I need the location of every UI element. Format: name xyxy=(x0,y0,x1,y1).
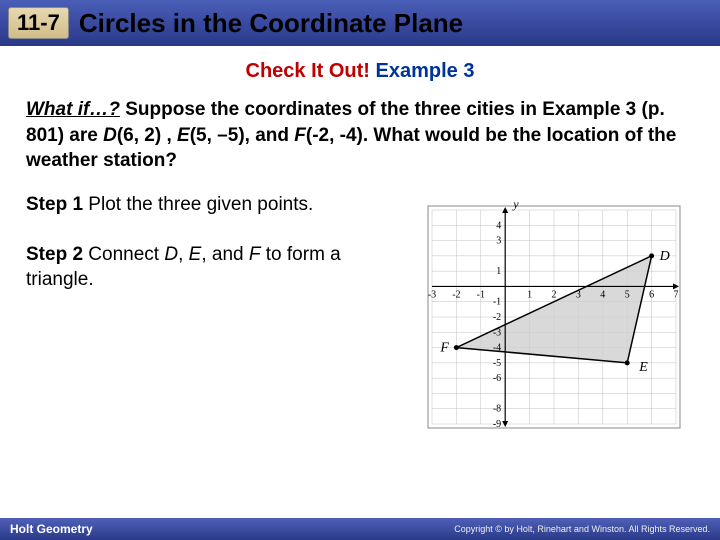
svg-text:D: D xyxy=(659,249,670,264)
step-2-text-a: Connect xyxy=(83,244,164,265)
check-it-out-label: Check It Out! xyxy=(246,60,370,82)
svg-text:E: E xyxy=(638,360,648,375)
step-1: Step 1 Plot the three given points. xyxy=(26,192,376,218)
svg-text:y: y xyxy=(512,197,519,211)
steps-column: Step 1 Plot the three given points. Step… xyxy=(26,192,376,442)
svg-text:-5: -5 xyxy=(493,358,501,369)
svg-text:4: 4 xyxy=(496,220,501,231)
svg-text:6: 6 xyxy=(649,289,654,300)
point-e-label: E xyxy=(177,125,190,146)
step-2-f: F xyxy=(249,244,261,265)
svg-text:-2: -2 xyxy=(452,289,460,300)
svg-text:-3: -3 xyxy=(428,289,436,300)
page-title: Circles in the Coordinate Plane xyxy=(79,8,463,39)
content-row: Step 1 Plot the three given points. Step… xyxy=(26,192,694,442)
header-bar: 11-7 Circles in the Coordinate Plane xyxy=(0,0,720,46)
lesson-number-badge: 11-7 xyxy=(8,7,69,39)
footer-bar: Holt Geometry Copyright © by Holt, Rineh… xyxy=(0,518,720,540)
step-2-label: Step 2 xyxy=(26,244,83,265)
step-2-e: E xyxy=(189,244,202,265)
svg-text:7: 7 xyxy=(674,289,679,300)
svg-text:3: 3 xyxy=(496,235,501,246)
svg-text:1: 1 xyxy=(496,266,501,277)
point-e-coords: (5, –5), and xyxy=(190,125,295,146)
svg-text:3: 3 xyxy=(576,289,581,300)
svg-text:F: F xyxy=(439,340,449,355)
step-2-sep2: , and xyxy=(201,244,249,265)
svg-text:4: 4 xyxy=(600,289,605,300)
subtitle: Check It Out! Example 3 xyxy=(0,60,720,83)
point-d-coords: (6, 2) , xyxy=(117,125,177,146)
svg-text:5: 5 xyxy=(625,289,630,300)
step-2-sep1: , xyxy=(178,244,189,265)
svg-text:2: 2 xyxy=(552,289,557,300)
svg-text:-3: -3 xyxy=(493,327,501,338)
svg-text:-1: -1 xyxy=(493,297,501,308)
svg-text:1: 1 xyxy=(527,289,532,300)
svg-text:-6: -6 xyxy=(493,373,501,384)
svg-text:-4: -4 xyxy=(493,342,501,353)
step-2: Step 2 Connect D, E, and F to form a tri… xyxy=(26,242,376,293)
step-2-d: D xyxy=(164,244,178,265)
problem-statement: What if…? Suppose the coordinates of the… xyxy=(26,97,694,174)
coordinate-plane-graph: -3-2-11234567-9-8-6-5-4-3-2-1134yDEF xyxy=(414,192,694,442)
svg-text:-1: -1 xyxy=(477,289,485,300)
footer-brand: Holt Geometry xyxy=(10,522,93,536)
example-label: Example 3 xyxy=(376,60,475,82)
svg-text:-2: -2 xyxy=(493,312,501,323)
footer-copyright: Copyright © by Holt, Rinehart and Winsto… xyxy=(454,524,710,534)
graph-container: -3-2-11234567-9-8-6-5-4-3-2-1134yDEF xyxy=(376,192,694,442)
what-if-label: What if…? xyxy=(26,99,120,120)
point-d-label: D xyxy=(103,125,117,146)
point-f-label: F xyxy=(294,125,306,146)
step-1-text: Plot the three given points. xyxy=(83,194,313,215)
svg-text:-8: -8 xyxy=(493,404,501,415)
svg-text:-9: -9 xyxy=(493,419,501,430)
step-1-label: Step 1 xyxy=(26,194,83,215)
